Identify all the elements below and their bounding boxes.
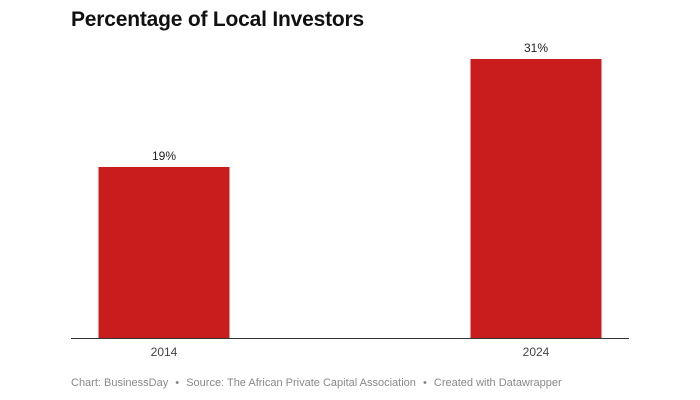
bar-2014	[98, 167, 230, 338]
footer-tool: Created with Datawrapper	[433, 377, 562, 389]
chart-title: Percentage of Local Investors	[71, 8, 364, 31]
bars-group	[98, 59, 602, 338]
footer-separator: •	[422, 377, 427, 389]
x-tick-label-2014: 2014	[151, 345, 178, 359]
footer-source: Source: The African Private Capital Asso…	[186, 377, 416, 389]
data-label-2024: 31%	[524, 41, 548, 55]
footer-separator: •	[175, 377, 180, 389]
x-tick-label-2024: 2024	[523, 345, 550, 359]
footer-credit: Chart: BusinessDay	[71, 377, 169, 389]
bar-2024	[470, 59, 602, 338]
labels-group: 19% 2014 31% 2024	[151, 41, 550, 359]
data-label-2014: 19%	[152, 149, 176, 163]
chart-footer: Chart: BusinessDay • Source: The African…	[71, 377, 562, 389]
